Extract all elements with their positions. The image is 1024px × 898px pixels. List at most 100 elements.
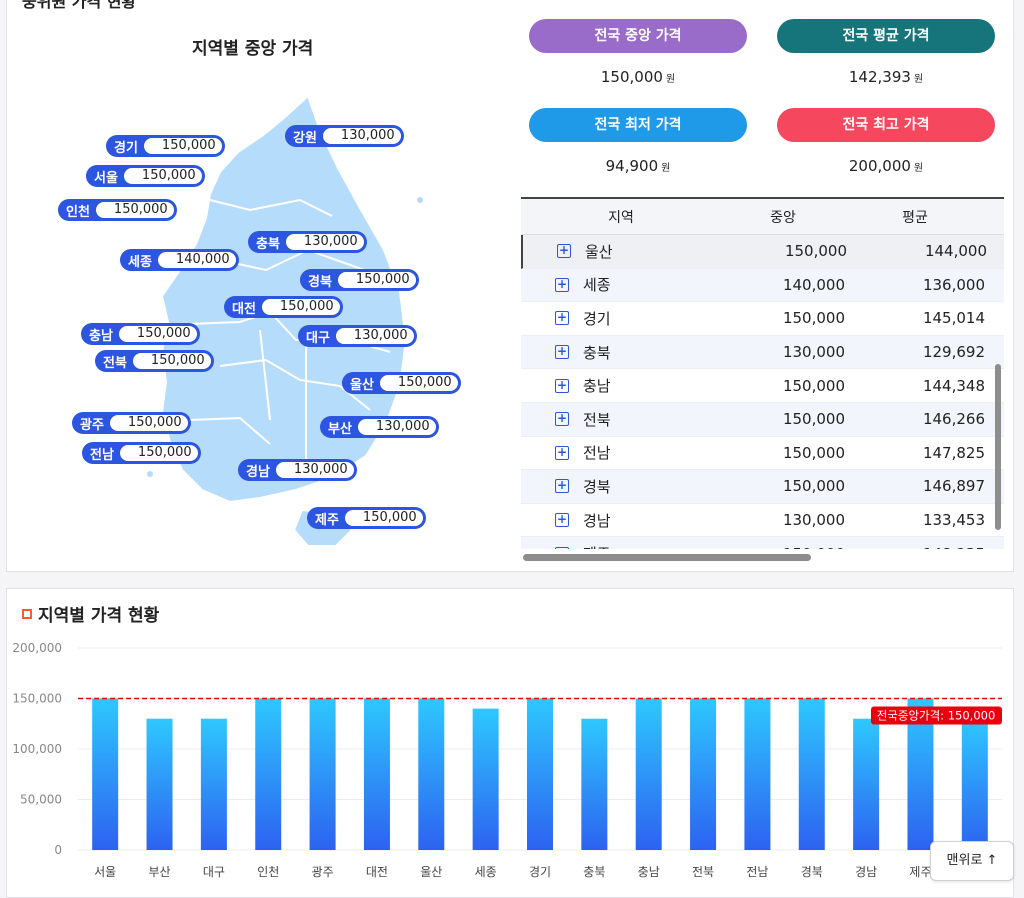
expand-plus-icon[interactable]: + <box>557 243 571 259</box>
bar-서울[interactable] <box>92 698 119 851</box>
expand-plus-icon[interactable]: + <box>555 377 569 393</box>
bar-대전[interactable] <box>363 698 390 851</box>
bar-충남[interactable] <box>635 698 662 851</box>
bar-충북[interactable] <box>581 718 608 850</box>
map-pill-gangwon[interactable]: 강원 130,000 <box>285 125 404 147</box>
map-pill-gyeongnam[interactable]: 경남 130,000 <box>238 459 357 481</box>
table-vertical-scrollbar[interactable] <box>995 364 1001 530</box>
expand-plus-icon[interactable]: + <box>555 411 569 427</box>
map-pill-chungbuk[interactable]: 충북 130,000 <box>248 231 367 253</box>
chart-section-title: 지역별 가격 현황 <box>22 601 159 626</box>
table-row[interactable]: + 제주 150,000148,235 <box>521 537 1004 549</box>
region-name: 제주 <box>583 543 611 549</box>
expand-plus-icon[interactable]: + <box>555 276 569 292</box>
map-pill-region: 제주 <box>315 512 339 528</box>
bar-경북[interactable] <box>798 698 825 851</box>
x-tick-label: 충북 <box>583 865 605 879</box>
table-row[interactable]: + 충북 130,000 129,692 <box>521 335 1004 370</box>
region-name: 전남 <box>583 444 611 463</box>
map-pill-jeju[interactable]: 제주 150,000 <box>307 507 426 529</box>
cell-median: 150,000 <box>784 242 847 261</box>
x-tick-label: 세종 <box>475 865 497 879</box>
panel-title: 중위원 가격 현황 <box>22 0 137 11</box>
bar-광주[interactable] <box>309 698 336 851</box>
map-pill-gyeongbuk[interactable]: 경북 150,000 <box>300 269 419 291</box>
cell-average: 129,692 <box>922 343 985 362</box>
map-pill-gyeonggi[interactable]: 경기 150,000 <box>106 135 225 157</box>
cell-region: + 충북 <box>521 342 721 363</box>
national-median-button[interactable]: 전국 중앙 가격 <box>529 19 747 53</box>
table-row[interactable]: + 경남 130,000 133,453 <box>521 504 1004 538</box>
map-pill-jeonnam[interactable]: 전남 150,000 <box>82 442 201 464</box>
national-min-button[interactable]: 전국 최저 가격 <box>529 108 747 142</box>
bar-세종[interactable] <box>472 708 499 850</box>
map-pill-ulsan[interactable]: 울산 150,000 <box>342 372 461 394</box>
national-median-amount: 150,000 <box>600 68 663 86</box>
national-median-value: 150,000 원 <box>529 68 747 86</box>
expand-plus-icon[interactable]: + <box>555 310 569 326</box>
expand-plus-icon[interactable]: + <box>555 444 569 460</box>
cell-median: 150,000 <box>782 477 845 496</box>
bar-강원[interactable] <box>961 718 988 850</box>
cell-average: 133,453 <box>922 511 985 530</box>
table-horizontal-scrollbar[interactable] <box>523 554 811 561</box>
chart-panel <box>6 588 1014 898</box>
national-max-button[interactable]: 전국 최고 가격 <box>777 108 995 142</box>
x-tick-label: 광주 <box>312 865 334 879</box>
x-tick-label: 대전 <box>366 865 388 879</box>
national-average-button[interactable]: 전국 평균 가격 <box>777 19 995 53</box>
expand-plus-icon[interactable]: + <box>555 344 569 360</box>
x-tick-label: 울산 <box>420 865 442 879</box>
bar-울산[interactable] <box>418 698 445 851</box>
bar-전남[interactable] <box>744 698 771 851</box>
bar-인천[interactable] <box>255 698 282 851</box>
region-name: 경남 <box>583 511 611 530</box>
bar-대구[interactable] <box>200 718 227 850</box>
y-tick-label: 0 <box>54 843 62 857</box>
map-pill-daejeon[interactable]: 대전 150,000 <box>224 296 343 318</box>
map-pill-chungnam[interactable]: 충남 150,000 <box>81 323 200 345</box>
cell-median: 150,000 <box>782 309 845 328</box>
header-region[interactable]: 지역 <box>608 209 634 226</box>
x-tick-label: 제주 <box>909 865 931 879</box>
bar-부산[interactable] <box>146 718 173 850</box>
header-median[interactable]: 중앙 <box>770 209 796 226</box>
cell-average: 144,000 <box>924 242 987 261</box>
table-row[interactable]: + 경북 150,000 146,897 <box>521 470 1004 504</box>
x-tick-label: 대구 <box>203 865 225 879</box>
map-pill-gwangju[interactable]: 광주 150,000 <box>72 412 191 434</box>
map-pill-jeonbuk[interactable]: 전북 150,000 <box>95 350 214 372</box>
bar-전북[interactable] <box>690 698 717 851</box>
map-pill-sejong[interactable]: 세종 140,000 <box>120 249 239 271</box>
cell-average: 145,014 <box>922 309 985 328</box>
scroll-to-top-button[interactable]: 맨위로 ↑ <box>930 841 1014 881</box>
map-pill-region: 충남 <box>89 328 113 344</box>
expand-plus-icon[interactable]: + <box>555 546 569 549</box>
bar-경기[interactable] <box>527 698 553 851</box>
region-name: 전북 <box>583 410 611 429</box>
table-row[interactable]: + 전북 150,000 146,266 <box>521 402 1004 437</box>
map-pill-incheon[interactable]: 인천 150,000 <box>58 199 177 221</box>
expand-plus-icon[interactable]: + <box>555 478 569 494</box>
national-min-amount: 94,900 <box>605 157 659 175</box>
map-pill-region: 충북 <box>256 236 280 252</box>
table-row[interactable]: + 경기 150,000 145,014 <box>521 302 1004 336</box>
table-row[interactable]: + 세종 140,000 136,000 <box>521 268 1004 303</box>
table-row[interactable]: + 울산 150,000 144,000 <box>521 235 1004 269</box>
chart-section-title-text: 지역별 가격 현황 <box>38 606 160 626</box>
header-average[interactable]: 평균 <box>902 209 928 226</box>
cell-region: + 경북 <box>521 476 721 497</box>
map-pill-value: 130,000 <box>285 234 364 250</box>
map-pill-daegu[interactable]: 대구 130,000 <box>298 325 417 347</box>
x-tick-label: 전남 <box>746 865 768 879</box>
map-pill-value: 140,000 <box>157 252 236 268</box>
bar-경남[interactable] <box>853 718 880 850</box>
map-pill-busan[interactable]: 부산 130,000 <box>320 416 439 438</box>
expand-plus-icon[interactable]: + <box>555 512 569 528</box>
map-pill-value: 150,000 <box>337 272 416 288</box>
map-pill-seoul[interactable]: 서울 150,000 <box>86 165 205 187</box>
cell-region: + 울산 <box>523 241 723 262</box>
table-row[interactable]: + 전남 150,000 147,825 <box>521 437 1004 471</box>
y-tick-label: 200,000 <box>12 641 62 655</box>
table-row[interactable]: + 충남 150,000 144,348 <box>521 369 1004 403</box>
